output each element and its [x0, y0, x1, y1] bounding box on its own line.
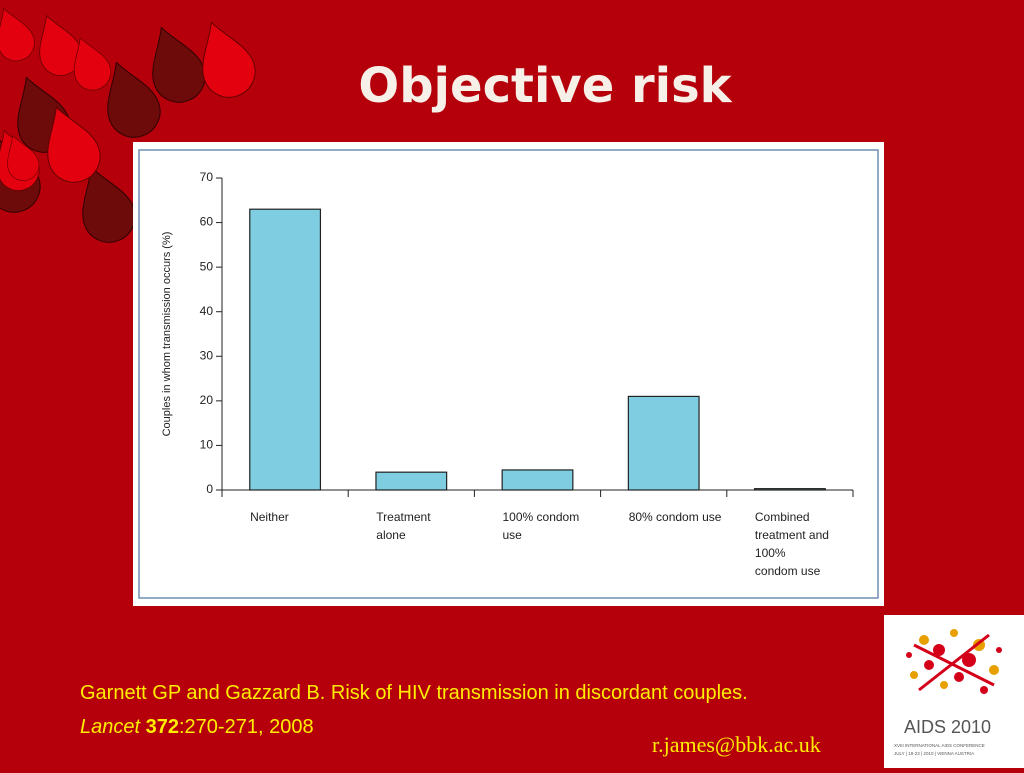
citation-line: Garnett GP and Gazzard B. Risk of HIV tr… — [80, 682, 748, 704]
email: r.james@bbk.ac.uk — [652, 732, 821, 757]
bar — [627, 395, 700, 491]
chart-panel: Couples in whom transmission occurs (%) … — [133, 142, 884, 606]
logo-graphic — [906, 629, 1002, 694]
y-axis-label: Couples in whom transmission occurs (%) — [161, 232, 173, 437]
y-tick-label: 10 — [200, 438, 214, 452]
x-tick-label: Combined treatment and 100% condom use — [754, 510, 829, 578]
y-tick-label: 60 — [200, 215, 214, 229]
volume: 372 — [145, 716, 179, 738]
pages: :270-271, 2008 — [179, 716, 314, 738]
slide-title: Objective risk — [358, 58, 732, 114]
logo-name: AIDS 2010 — [904, 717, 992, 737]
logo-subtitle: XVIII INTERNATIONAL AIDS CONFERENCE — [894, 743, 985, 748]
y-tick-label: 30 — [200, 348, 214, 362]
chart-border — [138, 149, 879, 599]
x-tick-label: Treatment alone — [376, 510, 431, 542]
citation: Garnett GP and Gazzard B. Risk of HIV tr… — [80, 676, 748, 744]
bar — [753, 488, 826, 491]
x-tick-label: 80% condom use — [628, 510, 722, 524]
y-tick-label: 20 — [200, 393, 214, 407]
chart: Couples in whom transmission occurs (%) … — [138, 149, 879, 599]
citation-line: Lancet 372:270-271, 2008 — [80, 710, 748, 744]
bar — [249, 208, 322, 491]
x-tick-label: Neither — [250, 510, 289, 524]
conference-logo: AIDS 2010 XVIII INTERNATIONAL AIDS CONFE… — [884, 615, 1024, 768]
bar — [501, 469, 574, 491]
y-tick-label: 0 — [206, 482, 213, 496]
y-tick-label: 50 — [200, 259, 214, 273]
y-tick-label: 70 — [200, 170, 214, 184]
x-tick-label: 100% condom use — [502, 510, 580, 542]
journal: Lancet — [80, 716, 141, 738]
bar — [375, 471, 448, 491]
y-tick-label: 40 — [200, 304, 214, 318]
logo-dates: JULY | 18-23 | 2010 | VIENNA AUSTRIA — [894, 751, 975, 756]
